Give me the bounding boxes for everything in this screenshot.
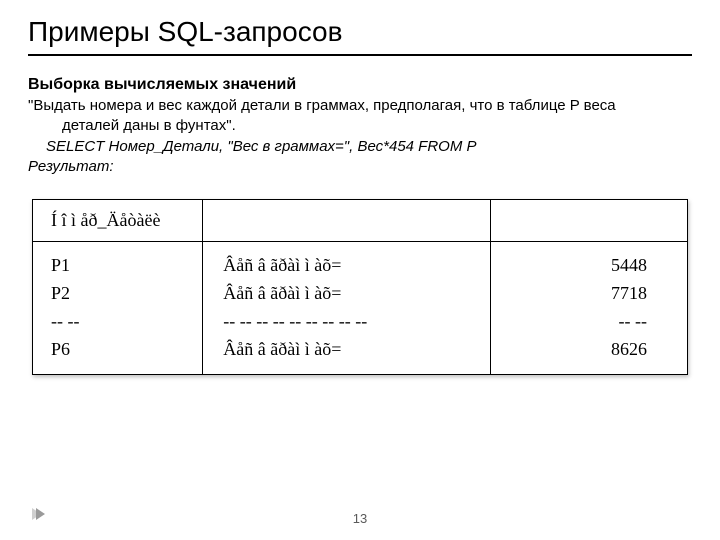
result-table-wrap: Í î ì åð_Äåòàëè P1 P2 -- -- P6 Âåñ â ãðà… — [32, 199, 688, 375]
cell-line: Âåñ â ãðàì ì àõ= — [223, 336, 478, 364]
cell-line: 7718 — [503, 280, 647, 308]
cell-line: Âåñ â ãðàì ì àõ= — [223, 252, 478, 280]
body-line-1: "Выдать номера и вес каждой детали в гра… — [28, 97, 616, 114]
table-cell: Âåñ â ãðàì ì àõ= Âåñ â ãðàì ì àõ= -- -- … — [203, 242, 491, 375]
table-cell: 5448 7718 -- -- 8626 — [491, 242, 688, 375]
table-header-row: Í î ì åð_Äåòàëè — [33, 200, 688, 242]
slide-title: Примеры SQL-запросов — [28, 16, 692, 48]
body-line-2: деталей даны в фунтах". — [28, 116, 692, 136]
sql-line: SELECT Номер_Детали, "Вес в граммах=", В… — [28, 137, 692, 157]
table-header-cell — [491, 200, 688, 242]
cell-line: -- -- — [503, 308, 647, 336]
cell-line: 8626 — [503, 336, 647, 364]
cell-line: 5448 — [503, 252, 647, 280]
result-label: Результат: — [28, 158, 114, 175]
cell-line: P1 — [51, 252, 190, 280]
result-table: Í î ì åð_Äåòàëè P1 P2 -- -- P6 Âåñ â ãðà… — [32, 199, 688, 375]
cell-line: P6 — [51, 336, 190, 364]
body-text: "Выдать номера и вес каждой детали в гра… — [28, 96, 692, 177]
page-number: 13 — [0, 511, 720, 526]
cell-line: -- -- -- -- -- -- -- -- -- — [223, 308, 478, 336]
table-header-cell: Í î ì åð_Äåòàëè — [33, 200, 203, 242]
table-body-row: P1 P2 -- -- P6 Âåñ â ãðàì ì àõ= Âåñ â ãð… — [33, 242, 688, 375]
title-divider — [28, 54, 692, 56]
cell-line: P2 — [51, 280, 190, 308]
cell-line: -- -- — [51, 308, 190, 336]
slide-subtitle: Выборка вычисляемых значений — [28, 76, 692, 94]
table-header-cell — [203, 200, 491, 242]
table-cell: P1 P2 -- -- P6 — [33, 242, 203, 375]
cell-line: Âåñ â ãðàì ì àõ= — [223, 280, 478, 308]
